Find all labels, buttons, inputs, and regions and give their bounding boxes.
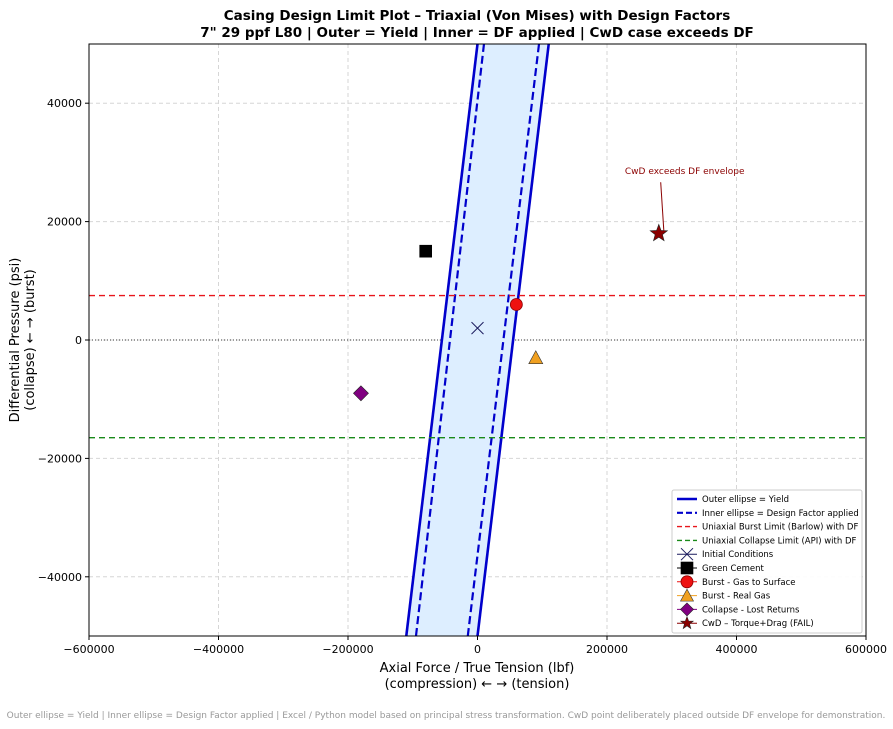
legend-entry: Burst - Real Gas xyxy=(677,588,771,602)
x-tick-label: 600000 xyxy=(845,643,887,656)
y-axis-title-line2: (collapse) ← → (burst) xyxy=(23,269,38,411)
footer-note: Outer ellipse = Yield | Inner ellipse = … xyxy=(7,711,886,721)
data-points xyxy=(353,223,669,402)
legend-box xyxy=(671,489,863,634)
inner-ellipse-right xyxy=(466,43,541,637)
x-axis-title-line1: Axial Force / True Tension (lbf) xyxy=(380,661,575,676)
legend-label: Collapse - Lost Returns xyxy=(702,605,800,615)
legend-label: Green Cement xyxy=(702,564,765,574)
outer-ellipse-right xyxy=(476,43,551,637)
legend-marker xyxy=(679,588,695,602)
y-tick-label: −20000 xyxy=(38,452,82,465)
legend-label: Inner ellipse = Design Factor applied xyxy=(702,509,859,519)
chart-title-line2: 7" 29 ppf L80 | Outer = Yield | Inner = … xyxy=(200,25,754,41)
legend-entry: Initial Conditions xyxy=(677,547,774,561)
legend-entry: Green Cement xyxy=(677,561,765,575)
legend-label: CwD – Torque+Drag (FAIL) xyxy=(702,619,814,629)
point-initial-conditions-stroke-b xyxy=(471,321,484,335)
legend-entry: Uniaxial Burst Limit (Barlow) with DF xyxy=(677,523,858,533)
y-tick-label: −40000 xyxy=(38,571,82,584)
legend-label: Uniaxial Burst Limit (Barlow) with DF xyxy=(702,523,858,533)
legend-marker xyxy=(680,561,694,575)
legend-entry: CwD – Torque+Drag (FAIL) xyxy=(677,615,814,630)
chart-title-line1: Casing Design Limit Plot – Triaxial (Von… xyxy=(224,8,730,24)
legend-entry: Burst - Gas to Surface xyxy=(677,575,796,589)
annotation: CwD exceeds DF envelope xyxy=(625,167,745,231)
legend-label: Outer ellipse = Yield xyxy=(702,495,789,505)
point-cwd-torque-drag xyxy=(649,223,669,242)
legend-label: Burst - Real Gas xyxy=(702,592,771,602)
legend-marker-stroke-b xyxy=(680,547,694,561)
legend-entry: Outer ellipse = Yield xyxy=(677,495,789,505)
y-axis-title-line1: Differential Pressure (psi) xyxy=(8,258,23,423)
envelope-fill xyxy=(406,44,549,636)
axis-ticks: −600000 −400000 −200000 0 200000 400000 600000… xyxy=(38,97,887,656)
x-axis-title-line2: (compression) ← → (tension) xyxy=(385,677,570,692)
legend-label: Uniaxial Collapse Limit (API) with DF xyxy=(702,536,857,546)
x-tick-label: −200000 xyxy=(322,643,373,656)
point-burst-real-gas xyxy=(528,350,544,365)
legend-label: Initial Conditions xyxy=(702,550,774,560)
legend-label: Burst - Gas to Surface xyxy=(702,578,796,588)
y-tick-label: 0 xyxy=(75,334,82,347)
annotation-arrow xyxy=(660,182,665,231)
y-tick-label: 40000 xyxy=(47,97,82,110)
y-tick-label: 20000 xyxy=(47,216,82,229)
legend: Outer ellipse = Yield Inner ellipse = Des… xyxy=(671,489,863,634)
point-green-cement xyxy=(419,244,433,258)
legend-entry: Inner ellipse = Design Factor applied xyxy=(677,509,859,519)
x-tick-label: −400000 xyxy=(193,643,244,656)
x-tick-label: 200000 xyxy=(586,643,628,656)
x-tick-label: 0 xyxy=(474,643,481,656)
legend-marker xyxy=(680,575,694,589)
x-tick-label: 400000 xyxy=(716,643,758,656)
inner-ellipse-left xyxy=(414,43,486,637)
envelope-layer xyxy=(404,43,551,637)
legend-marker xyxy=(680,547,694,561)
point-collapse-lost-returns xyxy=(353,385,369,402)
outer-ellipse-left xyxy=(404,43,479,637)
legend-marker xyxy=(679,615,695,630)
point-burst-gas-to-surface xyxy=(509,298,523,311)
annotation-text: CwD exceeds DF envelope xyxy=(625,167,745,177)
legend-entry: Uniaxial Collapse Limit (API) with DF xyxy=(677,536,857,546)
point-initial-conditions xyxy=(471,321,484,335)
x-tick-label: −600000 xyxy=(63,643,114,656)
